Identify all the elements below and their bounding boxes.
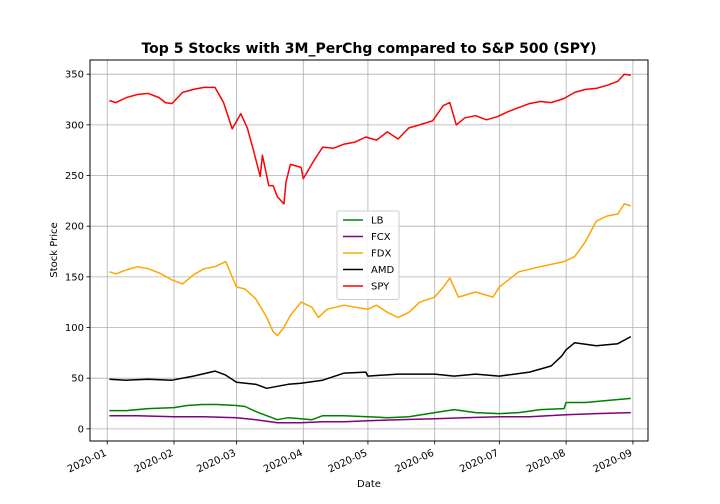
y-tick-label: 100 (65, 323, 84, 334)
y-tick-label: 250 (65, 171, 84, 182)
x-axis: 2020-01 2020-02 2020-03 2020-04 2020-05 2020-… (66, 441, 634, 475)
plot-frame (89, 59, 649, 442)
series-line-fcx (109, 411, 631, 424)
legend-label-spy: SPY (371, 282, 390, 293)
legend-label-amd: AMD (371, 265, 394, 276)
y-tick-label: 150 (65, 272, 84, 283)
x-tick-label: 2020-03 (195, 448, 238, 476)
y-tick-label: 350 (65, 70, 84, 81)
y-tick-label: 300 (65, 120, 84, 131)
series-line-fdx (109, 203, 632, 337)
y-tick-label: 200 (65, 222, 84, 233)
x-tick-label: 2020-01 (66, 448, 109, 476)
y-tick-label: 0 (78, 424, 84, 435)
y-axis: 0 50 100 150 200 250 300 350 (65, 70, 90, 435)
y-tick-label: 50 (71, 374, 84, 385)
series-line-lb (109, 397, 631, 421)
x-tick-label: 2020-07 (458, 448, 501, 476)
legend: LB FCX FDX AMD SPY (336, 210, 400, 300)
x-tick-label: 2020-08 (525, 448, 568, 476)
legend-label-lb: LB (371, 216, 384, 227)
x-axis-label: Date (357, 479, 381, 490)
chart-title: Top 5 Stocks with 3M_PerChg compared to … (141, 41, 596, 57)
x-tick-label: 2020-09 (592, 448, 635, 476)
legend-label-fcx: FCX (371, 232, 391, 243)
legend-box (336, 210, 400, 300)
series-lines (109, 73, 632, 424)
series-line-amd (109, 335, 632, 390)
x-tick-label: 2020-06 (393, 448, 436, 476)
y-axis-label: Stock Price (49, 222, 60, 277)
x-tick-label: 2020-02 (133, 448, 176, 476)
series-line-spy (109, 73, 631, 205)
legend-label-fdx: FDX (371, 249, 391, 260)
x-tick-label: 2020-05 (327, 448, 370, 476)
x-tick-label: 2020-04 (262, 448, 305, 476)
